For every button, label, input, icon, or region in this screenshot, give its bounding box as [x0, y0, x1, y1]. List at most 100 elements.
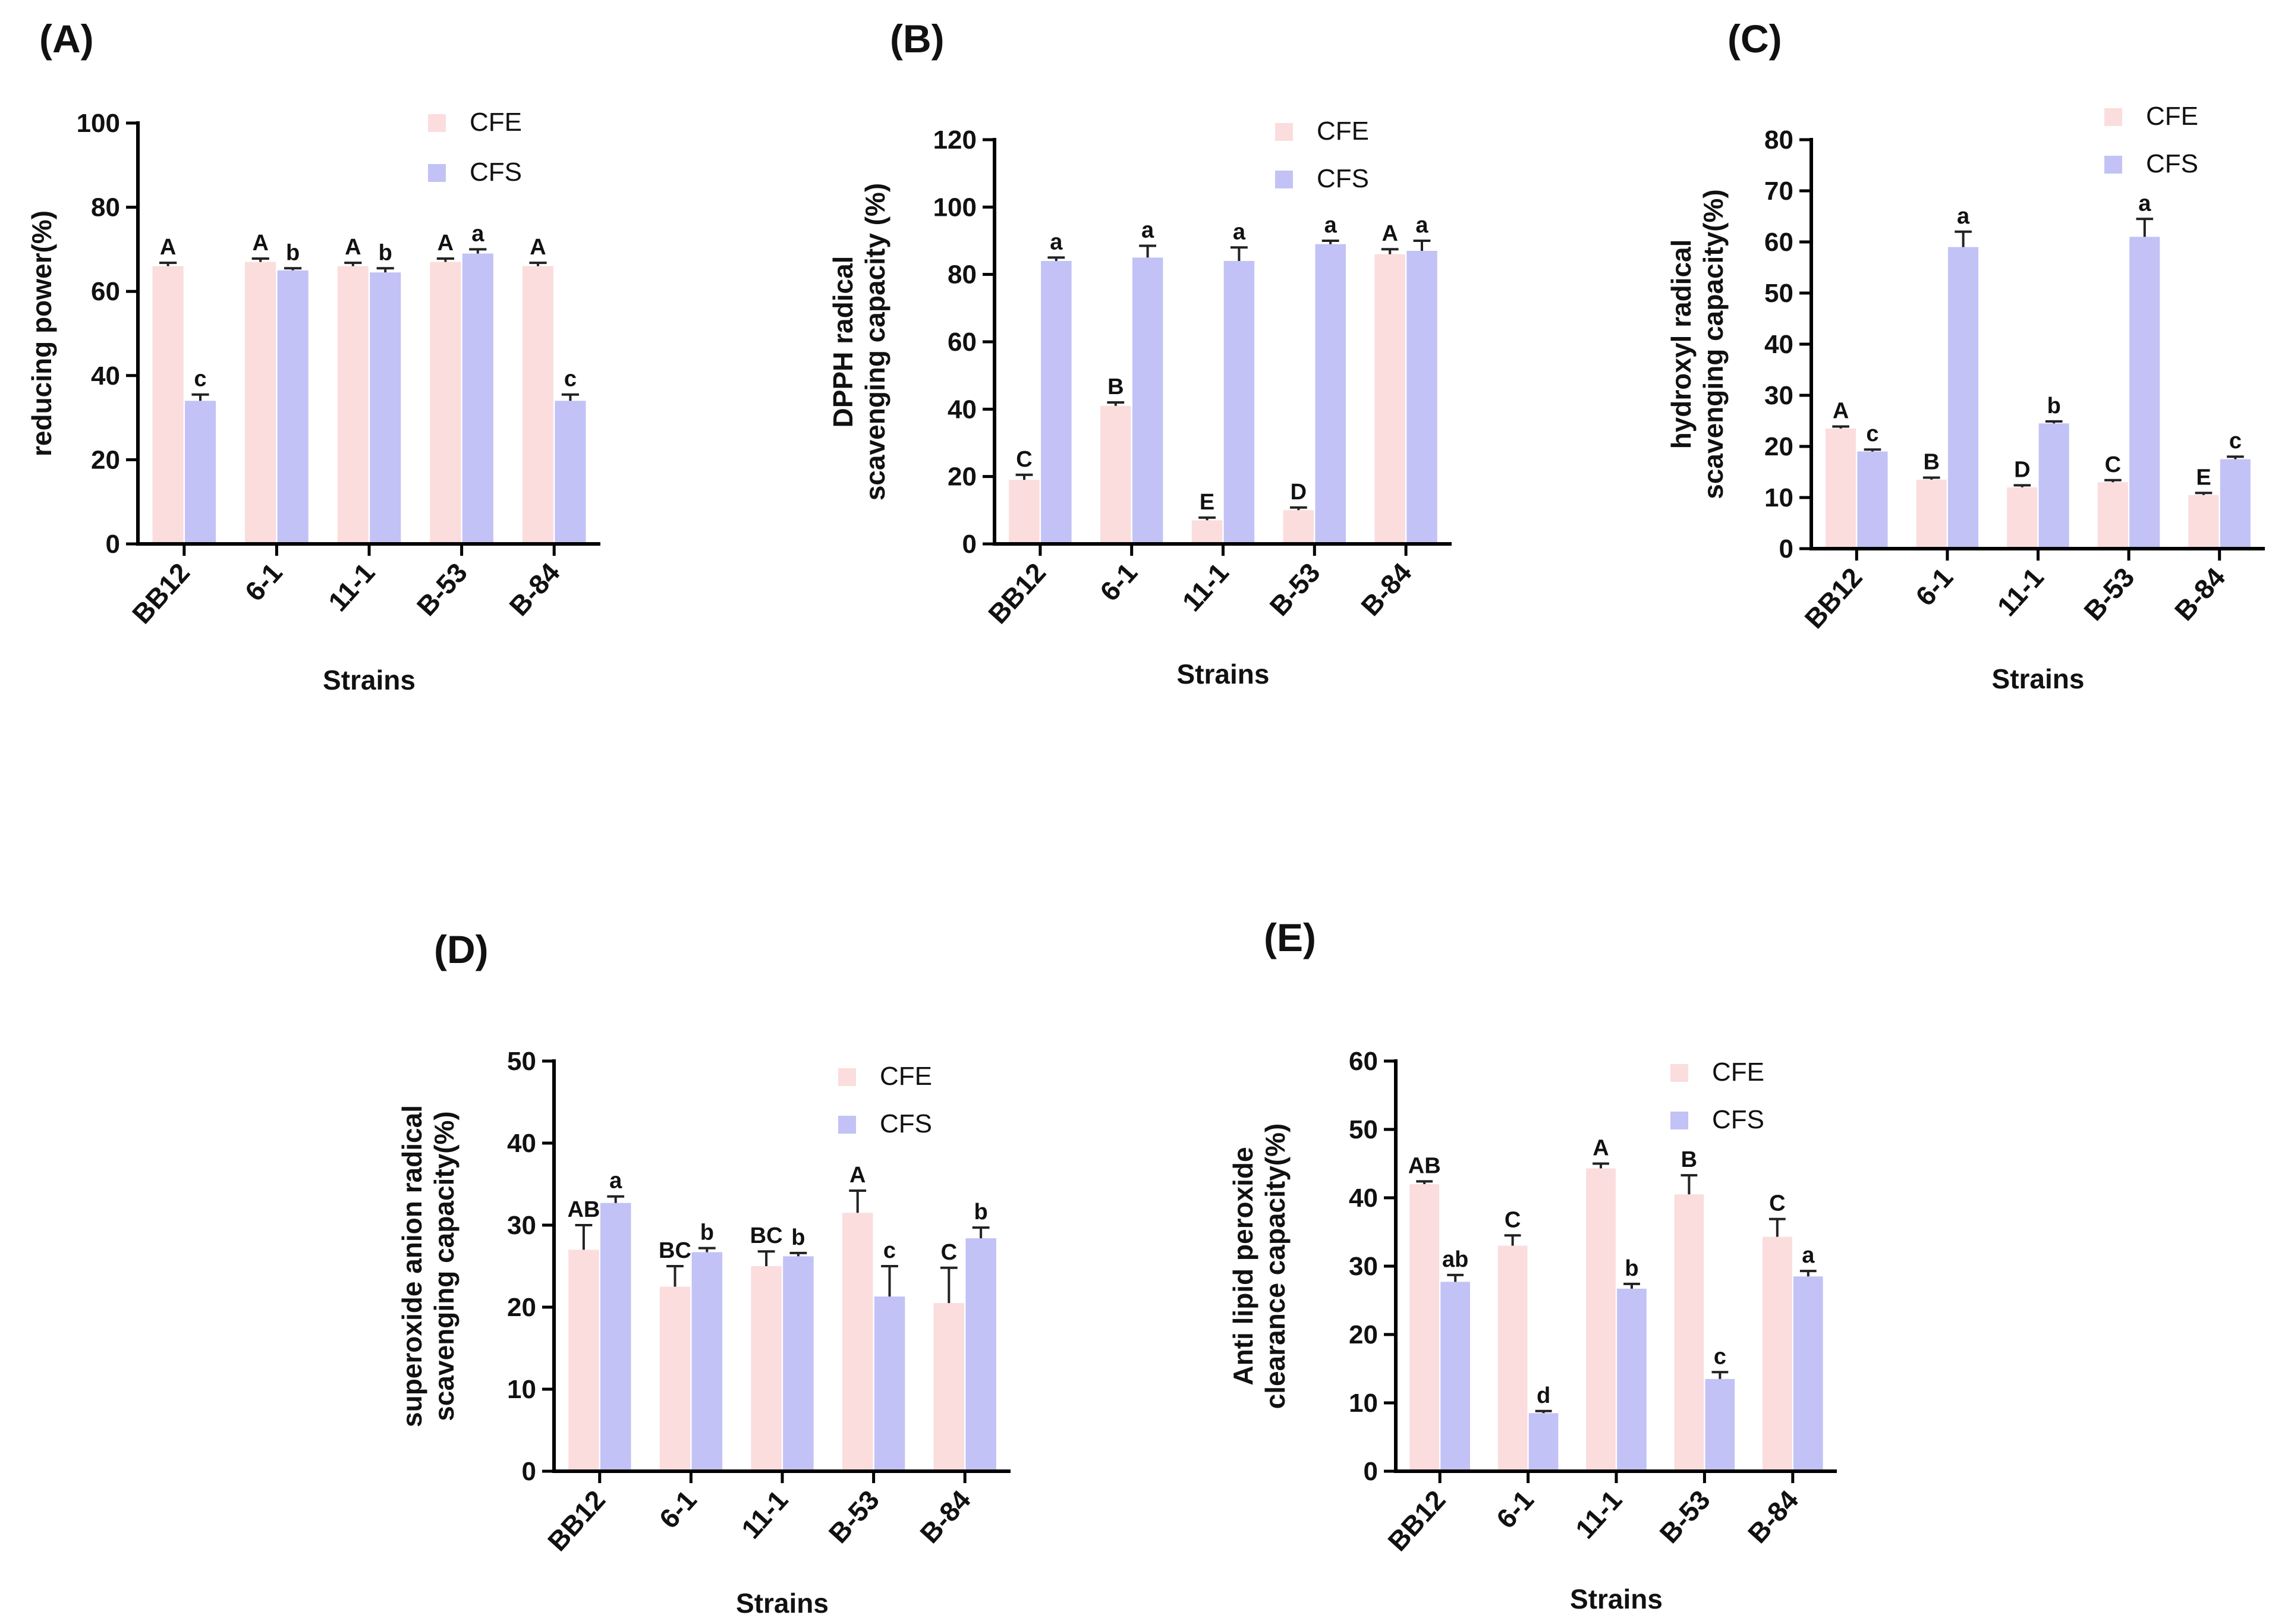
y-axis-title-line-1: DPPH radical [827, 256, 858, 428]
significance-label-cfe-b-84: C [1769, 1191, 1785, 1216]
error-bar-cfs-11-1 [376, 267, 394, 273]
significance-label-cfe-6-1: B [1923, 450, 1939, 475]
legend-label-cfs: CFS [470, 158, 522, 187]
error-bar-cfs-6-1 [284, 267, 302, 270]
error-bar-cfe-b-53 [1681, 1174, 1698, 1195]
y-tick-label-40: 40 [91, 361, 120, 391]
y-axis-title-line-1: superoxide anion radical [396, 1105, 427, 1427]
x-axis-title: Strains [1570, 1584, 1663, 1614]
bar-cfe-b-53 [1283, 510, 1314, 544]
error-bar-cfs-b-84 [561, 393, 579, 401]
legend-swatch-cfs [1670, 1112, 1688, 1129]
y-tick-label-0: 0 [106, 530, 120, 559]
significance-label-cfe-6-1: C [1505, 1207, 1521, 1232]
error-bar-cfe-b-84 [1381, 248, 1399, 254]
error-bar-cfe-11-1 [757, 1250, 775, 1266]
error-bar-cfs-6-1 [1535, 1409, 1552, 1414]
significance-label-cfe-bb12: AB [567, 1197, 600, 1222]
significance-label-cfe-b-53: A [438, 231, 454, 256]
significance-label-cfe-6-1: BC [659, 1238, 691, 1263]
legend-swatch-cfe [2104, 108, 2122, 126]
bar-cfe-6-1 [1916, 479, 1947, 549]
legend-label-cfs: CFS [1317, 164, 1369, 193]
y-axis-title-line-2: scavenging capacity(%) [1698, 189, 1729, 499]
bar-cfe-11-1 [2007, 487, 2038, 549]
legend-swatch-cfs [1275, 171, 1293, 188]
y-tick-label-20: 20 [91, 445, 120, 474]
bar-cfe-b-84 [933, 1303, 965, 1471]
bar-cfe-b-53 [1674, 1194, 1704, 1472]
y-axis-title-line-2: scavenging capacity(%) [429, 1111, 460, 1421]
y-tick-label-10: 10 [507, 1375, 536, 1404]
y-tick-label-80: 80 [91, 193, 120, 222]
y-tick-label-0: 0 [962, 530, 977, 559]
significance-label-cfs-b-53: c [883, 1238, 896, 1263]
bar-cfs-6-1 [1948, 247, 1979, 549]
significance-label-cfs-b-53: c [1714, 1344, 1726, 1369]
significance-label-cfs-11-1: b [379, 240, 392, 265]
legend-swatch-cfe [838, 1068, 856, 1086]
significance-label-cfs-b-84: b [974, 1200, 987, 1225]
significance-label-cfe-11-1: E [1200, 490, 1214, 515]
panel-label-c: (C) [1727, 17, 1782, 61]
error-bar-cfe-b-84 [1768, 1217, 1786, 1237]
y-tick-label-0: 0 [1364, 1457, 1378, 1486]
error-bar-cfs-b-53 [881, 1265, 898, 1297]
bar-cfe-11-1 [751, 1266, 782, 1471]
error-bar-cfe-bb12 [1015, 473, 1033, 480]
error-bar-cfe-11-1 [1593, 1162, 1609, 1169]
significance-label-cfe-b-53: B [1681, 1147, 1697, 1172]
y-tick-label-60: 60 [1764, 228, 1793, 257]
bar-cfe-6-1 [1100, 405, 1131, 544]
significance-label-cfe-bb12: A [1833, 399, 1849, 424]
legend-label-cfs: CFS [880, 1109, 932, 1138]
panel-label-b: (B) [890, 17, 945, 61]
error-bar-cfe-11-1 [344, 262, 362, 266]
error-bar-cfs-b-84 [1413, 240, 1431, 251]
y-tick-label-20: 20 [1764, 432, 1793, 461]
significance-label-cfe-6-1: A [252, 231, 268, 256]
bar-cfs-bb12 [1857, 451, 1888, 549]
legend-label-cfe: CFE [1712, 1058, 1764, 1087]
x-axis-title: Strains [1177, 659, 1270, 690]
significance-label-cfs-bb12: c [1866, 421, 1878, 446]
y-tick-label-30: 30 [507, 1211, 536, 1240]
bar-cfs-b-53 [462, 253, 493, 544]
legend-swatch-cfs [428, 164, 446, 182]
significance-label-cfs-6-1: b [286, 240, 300, 265]
y-tick-label-60: 60 [1349, 1047, 1378, 1076]
error-bar-cfs-bb12 [1864, 448, 1881, 452]
bar-cfs-bb12 [1041, 261, 1072, 544]
bar-cfe-bb12 [568, 1250, 599, 1471]
bar-cfe-b-53 [2097, 482, 2128, 549]
y-tick-label-10: 10 [1349, 1389, 1378, 1418]
significance-label-cfe-bb12: AB [1408, 1153, 1441, 1178]
bar-cfs-bb12 [600, 1203, 631, 1471]
legend-swatch-cfe [428, 114, 446, 132]
bar-cfe-11-1 [337, 266, 369, 544]
legend-swatch-cfs [838, 1116, 856, 1134]
y-tick-label-20: 20 [948, 462, 977, 492]
significance-label-cfe-bb12: C [1016, 447, 1032, 472]
significance-label-cfe-11-1: D [2014, 457, 2030, 482]
bar-cfe-bb12 [1826, 428, 1856, 549]
significance-label-cfs-11-1: a [1233, 219, 1246, 244]
error-bar-cfs-bb12 [1447, 1273, 1464, 1282]
error-bar-cfs-11-1 [789, 1251, 807, 1257]
error-bar-cfe-6-1 [666, 1265, 684, 1287]
bar-cfs-b-53 [2129, 237, 2160, 549]
bar-cfs-bb12 [185, 401, 216, 544]
significance-label-cfe-6-1: B [1107, 374, 1124, 399]
bar-cfe-6-1 [659, 1286, 691, 1471]
y-tick-label-0: 0 [1779, 534, 1793, 564]
bar-cfe-b-53 [842, 1213, 873, 1471]
significance-label-cfs-6-1: a [1957, 204, 1970, 229]
legend-label-cfe: CFE [2146, 102, 2198, 131]
significance-label-cfe-b-84: A [530, 235, 546, 260]
bar-cfs-11-1 [370, 272, 401, 544]
significance-label-cfs-b-84: a [1802, 1243, 1815, 1268]
error-bar-cfs-b-84 [1799, 1270, 1817, 1277]
error-bar-cfe-bb12 [1832, 425, 1849, 429]
error-bar-cfe-b-84 [2195, 492, 2213, 495]
